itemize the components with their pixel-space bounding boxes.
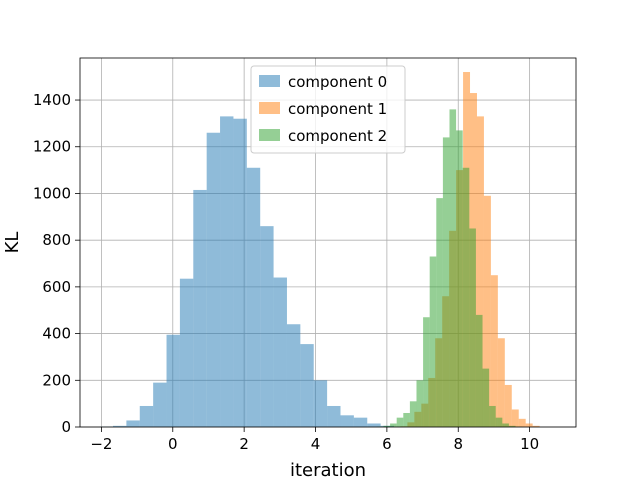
histogram-bar (220, 116, 233, 427)
histogram-bar (153, 383, 166, 427)
legend-swatch (259, 129, 280, 141)
y-tick-label: 200 (42, 371, 71, 389)
histogram-bar (397, 418, 404, 427)
histogram-bar (423, 317, 430, 427)
legend-swatch (259, 75, 280, 87)
histogram-bar (502, 423, 509, 427)
histogram-bar (491, 275, 498, 427)
x-tick-label: −2 (90, 435, 112, 453)
histogram-bar (287, 324, 300, 427)
x-tick-label: 8 (453, 435, 463, 453)
histogram-bar (314, 380, 327, 427)
histogram-bar (430, 257, 437, 427)
histogram-bar (340, 415, 353, 427)
histogram-bar (193, 190, 206, 427)
histogram-bar (260, 226, 273, 427)
x-axis-label: iteration (290, 460, 366, 480)
y-tick-label: 1400 (33, 91, 71, 109)
histogram-bar (476, 315, 483, 427)
histogram-bar (233, 119, 246, 427)
histogram-bar (469, 228, 476, 427)
y-tick-label: 400 (42, 325, 71, 343)
histogram-bar (126, 420, 139, 427)
histogram-bar (443, 137, 450, 427)
histogram-bar (436, 198, 443, 427)
histogram-bar (496, 418, 503, 427)
histogram-bar (519, 419, 526, 427)
histogram-bar (327, 406, 340, 427)
histogram-bar (450, 109, 457, 427)
histogram-bar (367, 423, 380, 427)
histogram-bar (354, 418, 367, 427)
y-axis-label: KL (2, 232, 23, 254)
histogram-bar (274, 278, 287, 427)
histogram-bar (403, 413, 410, 427)
histogram-bar (390, 423, 397, 427)
legend-label: component 1 (288, 100, 387, 118)
histogram-bar (180, 279, 193, 427)
histogram-bar (526, 423, 533, 427)
x-tick-label: 4 (311, 435, 321, 453)
histogram-bar (512, 409, 519, 427)
histogram-bar (410, 401, 417, 427)
histogram-bar (140, 406, 153, 427)
x-tick-label: 10 (520, 435, 539, 453)
histogram-bar (300, 344, 313, 427)
histogram-bar (489, 406, 496, 427)
legend-label: component 2 (288, 127, 387, 145)
histogram-bar (483, 369, 490, 427)
x-tick-label: 6 (382, 435, 392, 453)
y-tick-label: 0 (61, 418, 71, 436)
histogram-bar (505, 385, 512, 427)
histogram-bar (416, 380, 423, 427)
legend-swatch (259, 102, 280, 114)
x-tick-label: 2 (239, 435, 249, 453)
y-tick-label: 1000 (33, 184, 71, 202)
y-tick-label: 600 (42, 278, 71, 296)
histogram-bar (463, 168, 470, 427)
histogram-bar (498, 338, 505, 427)
legend-label: component 0 (288, 73, 387, 91)
y-tick-label: 800 (42, 231, 71, 249)
histogram-bar (207, 133, 220, 427)
y-tick-label: 1200 (33, 138, 71, 156)
histogram-bar (456, 130, 463, 427)
histogram-bar (247, 168, 260, 427)
legend: component 0 component 1 component 2 (251, 66, 405, 153)
histogram-bar (167, 335, 180, 427)
x-tick-label: 0 (168, 435, 178, 453)
